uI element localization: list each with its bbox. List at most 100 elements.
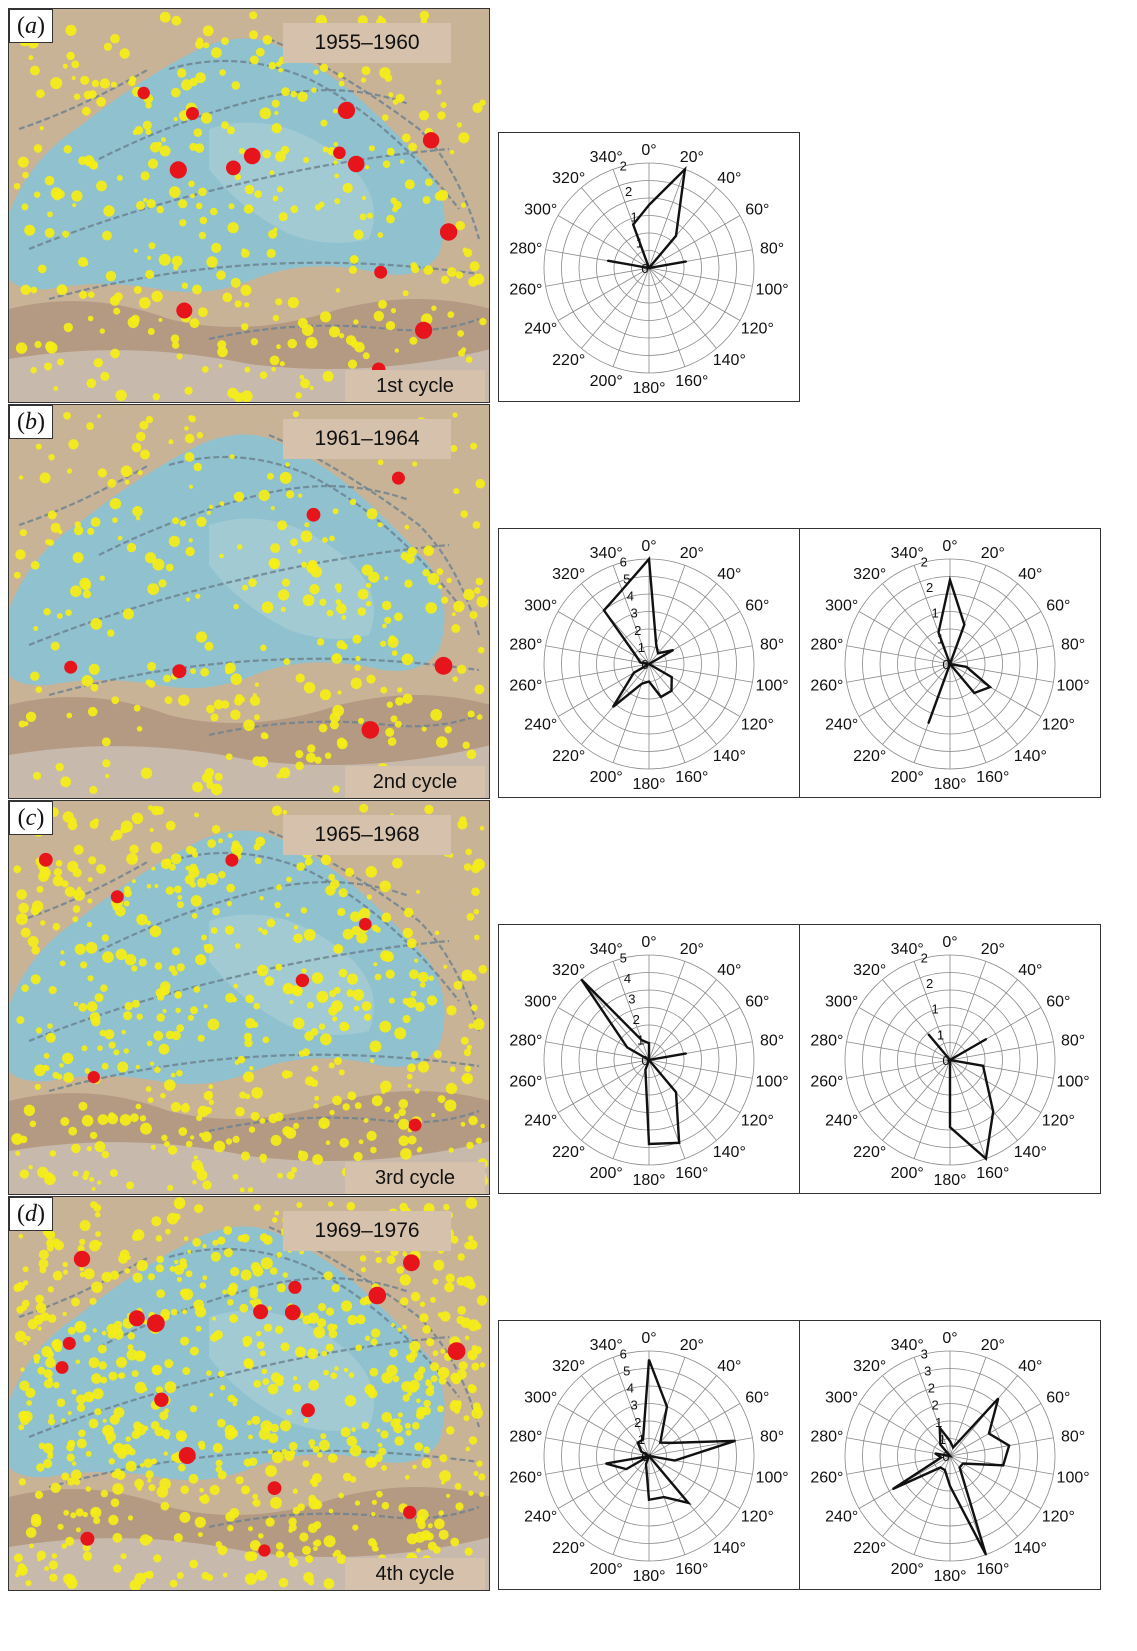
- angle-label: 320°: [552, 962, 585, 979]
- rose-plot: 0° 20°40°60°80°100°120°140°160°180°200°22…: [509, 1330, 788, 1585]
- rose-plot: 0° 20°40°60°80°100°120°140°160°180°200°22…: [810, 538, 1089, 793]
- angle-label: 40°: [717, 1358, 741, 1375]
- small-earthquake: [374, 973, 382, 981]
- small-earthquake: [36, 89, 45, 99]
- small-earthquake: [328, 150, 333, 155]
- small-earthquake: [239, 1187, 245, 1193]
- small-earthquake: [176, 1276, 182, 1283]
- small-earthquake: [88, 663, 100, 675]
- scale-label: 5: [620, 950, 627, 965]
- small-earthquake: [105, 773, 110, 779]
- small-earthquake: [167, 1184, 174, 1191]
- rose-point-0: [648, 558, 650, 560]
- small-earthquake: [33, 144, 43, 153]
- small-earthquake: [266, 472, 274, 480]
- small-earthquake: [136, 1259, 148, 1272]
- rose-point-320: [603, 609, 605, 612]
- small-earthquake: [450, 1372, 460, 1382]
- small-earthquake: [280, 1420, 292, 1432]
- small-earthquake: [249, 1540, 261, 1551]
- small-earthquake: [460, 510, 469, 518]
- small-earthquake: [444, 1282, 455, 1293]
- small-earthquake: [440, 1311, 451, 1322]
- small-earthquake: [52, 922, 61, 931]
- small-earthquake: [38, 1249, 49, 1260]
- small-earthquake: [226, 900, 233, 907]
- small-earthquake: [464, 1335, 470, 1341]
- small-earthquake: [180, 1485, 189, 1494]
- small-earthquake: [410, 1291, 421, 1302]
- small-earthquake: [124, 1268, 131, 1274]
- angle-label: 100°: [756, 1074, 789, 1091]
- small-earthquake: [65, 609, 72, 616]
- small-earthquake: [54, 1240, 64, 1251]
- small-earthquake: [79, 1238, 86, 1246]
- small-earthquake: [203, 42, 210, 49]
- small-earthquake: [364, 1335, 371, 1342]
- small-earthquake: [378, 1447, 387, 1456]
- small-earthquake: [309, 584, 320, 595]
- rose-point-60: [672, 649, 675, 651]
- rose-point-240: [633, 671, 635, 674]
- small-earthquake: [409, 1340, 421, 1353]
- small-earthquake: [288, 1523, 297, 1532]
- small-earthquake: [380, 1430, 389, 1439]
- small-earthquake: [355, 1344, 363, 1352]
- small-earthquake: [165, 1228, 171, 1235]
- small-earthquake: [268, 229, 278, 239]
- small-earthquake: [88, 291, 95, 299]
- small-earthquake: [99, 575, 106, 581]
- small-earthquake: [351, 255, 358, 263]
- small-earthquake: [292, 1017, 305, 1030]
- small-earthquake: [468, 276, 479, 287]
- small-earthquake: [147, 255, 152, 260]
- small-earthquake: [476, 595, 489, 608]
- small-earthquake: [397, 1412, 403, 1418]
- small-earthquake: [134, 1572, 147, 1585]
- small-earthquake: [195, 631, 208, 643]
- small-earthquake: [229, 1508, 240, 1519]
- small-earthquake: [342, 1103, 350, 1111]
- small-earthquake: [30, 671, 40, 681]
- small-earthquake: [81, 1114, 94, 1127]
- small-earthquake: [384, 1106, 391, 1113]
- small-earthquake: [150, 1061, 155, 1066]
- small-earthquake: [154, 962, 163, 970]
- large-earthquake: [154, 1392, 169, 1407]
- small-earthquake: [37, 1326, 42, 1331]
- small-earthquake: [206, 873, 219, 885]
- angle-label: 240°: [524, 1113, 557, 1130]
- small-earthquake: [233, 983, 239, 989]
- small-earthquake: [332, 785, 340, 793]
- small-earthquake: [188, 484, 194, 489]
- small-earthquake: [307, 1523, 318, 1533]
- small-earthquake: [164, 1434, 170, 1440]
- small-earthquake: [161, 1134, 168, 1141]
- rose-point-60: [670, 1442, 673, 1444]
- small-earthquake: [71, 1389, 77, 1395]
- small-earthquake: [198, 187, 207, 197]
- small-earthquake: [150, 1144, 156, 1150]
- small-earthquake: [73, 1001, 79, 1007]
- rose-point-240: [892, 1488, 894, 1490]
- large-earthquake: [301, 1403, 315, 1418]
- angle-label: 340°: [590, 149, 623, 166]
- small-earthquake: [208, 1099, 215, 1105]
- small-earthquake: [284, 1127, 297, 1139]
- small-earthquake: [271, 1217, 278, 1223]
- rose-point-280: [934, 1452, 937, 1455]
- rose-point-60: [988, 1432, 990, 1435]
- small-earthquake: [292, 1376, 298, 1381]
- small-earthquake: [145, 1086, 152, 1092]
- scale-label: 2: [921, 950, 928, 965]
- small-earthquake: [247, 1187, 254, 1193]
- large-earthquake: [55, 1361, 69, 1374]
- small-earthquake: [464, 1065, 472, 1072]
- small-earthquake: [226, 1286, 237, 1296]
- small-earthquake: [101, 1271, 113, 1283]
- angle-label: 200°: [891, 769, 924, 786]
- small-earthquake: [425, 178, 433, 187]
- small-earthquake: [117, 535, 123, 541]
- small-earthquake: [189, 318, 200, 329]
- small-earthquake: [354, 1500, 361, 1506]
